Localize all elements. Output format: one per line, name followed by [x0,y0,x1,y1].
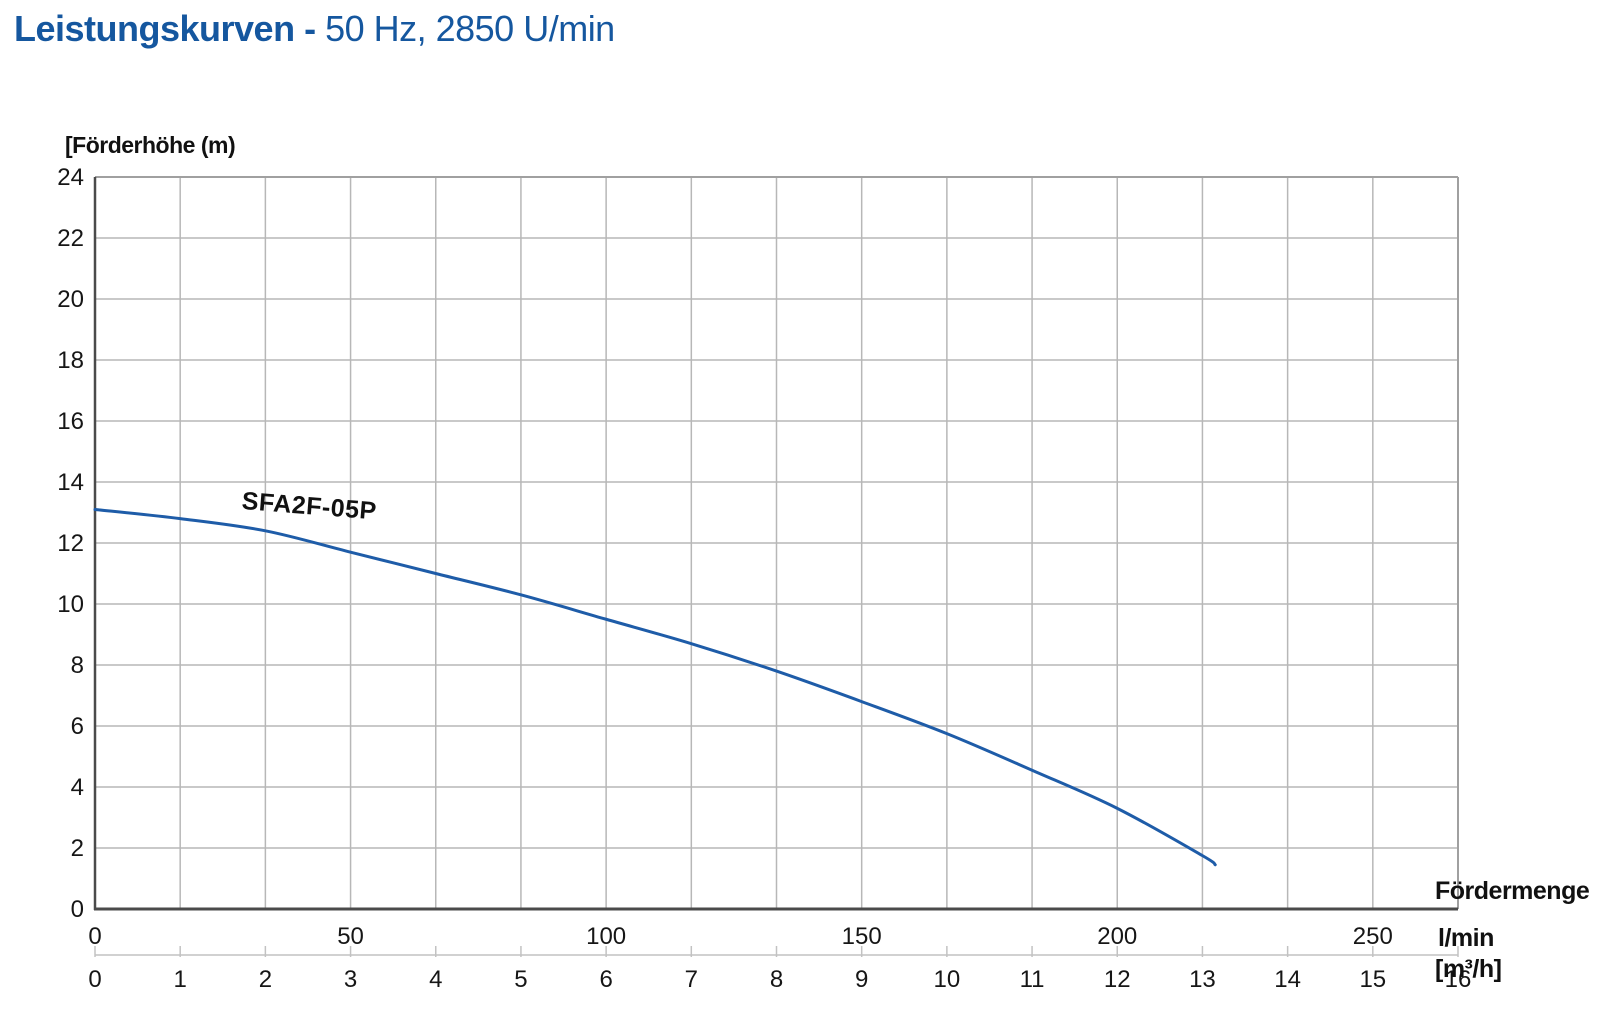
x-tick-label-m3h: 9 [855,966,868,993]
performance-curve [93,507,1217,867]
page-title-subtitle: 50 Hz, 2850 U/min [315,8,615,49]
y-axis-title: [Förderhöhe (m) [65,132,236,158]
x-axis-unit-m3h: [m³/h] [1435,955,1502,983]
x-tick-label-lmin: 250 [1353,923,1393,950]
x-tick-label-lmin: 50 [337,923,364,950]
x-tick-label-lmin: 150 [842,923,882,950]
y-tick-label: 24 [57,164,84,191]
x-tick-label-m3h: 7 [685,966,698,993]
y-tick-label: 4 [71,774,84,801]
axes [93,177,1458,911]
x-tick-label-m3h: 10 [934,966,961,993]
y-tick-label: 8 [71,652,84,679]
x-tick-label-m3h: 8 [770,966,783,993]
y-tick-label: 6 [71,713,84,740]
x-tick-labels-m3h: 0 1 2 3 4 5 6 7 8 9 10 11 12 13 14 15 16 [88,966,1471,993]
x-tick-label-m3h: 4 [429,966,442,993]
x-tick-label-lmin: 200 [1097,923,1137,950]
x-tick-label-m3h: 0 [88,966,101,993]
x-tick-labels-lmin: 0 50 100 150 200 250 [88,923,1393,950]
x-tick-label-m3h: 5 [514,966,527,993]
x-tick-label-m3h: 3 [344,966,357,993]
x-tick-label-m3h: 16 [1445,966,1472,993]
x-tick-label-m3h: 11 [1020,966,1045,993]
x-tick-label-m3h: 15 [1359,966,1386,993]
x-tick-label-m3h: 1 [174,966,187,993]
x-tick-label-lmin: 0 [88,923,101,950]
y-tick-label: 18 [57,347,84,374]
page-title: Leistungskurven - 50 Hz, 2850 U/min [14,8,615,50]
page-title-emphasis: Leistungskurven - [14,8,316,49]
x-tick-label-m3h: 14 [1274,966,1301,993]
x-tick-label-m3h: 12 [1104,966,1131,993]
y-tick-label: 16 [57,408,84,435]
x-tick-label-m3h: 6 [599,966,612,993]
secondary-x-axis [94,946,1459,957]
y-tick-label: 0 [71,896,84,923]
x-axis-unit-lmin: l/min [1438,924,1494,952]
grid-lines [95,177,1458,909]
y-tick-label: 20 [57,286,84,313]
y-tick-label: 10 [57,591,84,618]
y-tick-label: 2 [71,835,84,862]
y-tick-label: 14 [57,469,84,496]
x-tick-label-m3h: 2 [259,966,272,993]
y-tick-label: 22 [57,225,84,252]
x-axis-title: Fördermenge [1435,877,1590,905]
x-tick-label-lmin: 100 [586,923,626,950]
x-tick-label-m3h: 13 [1189,966,1216,993]
plot-border [95,176,1459,909]
y-tick-label: 12 [57,530,84,557]
